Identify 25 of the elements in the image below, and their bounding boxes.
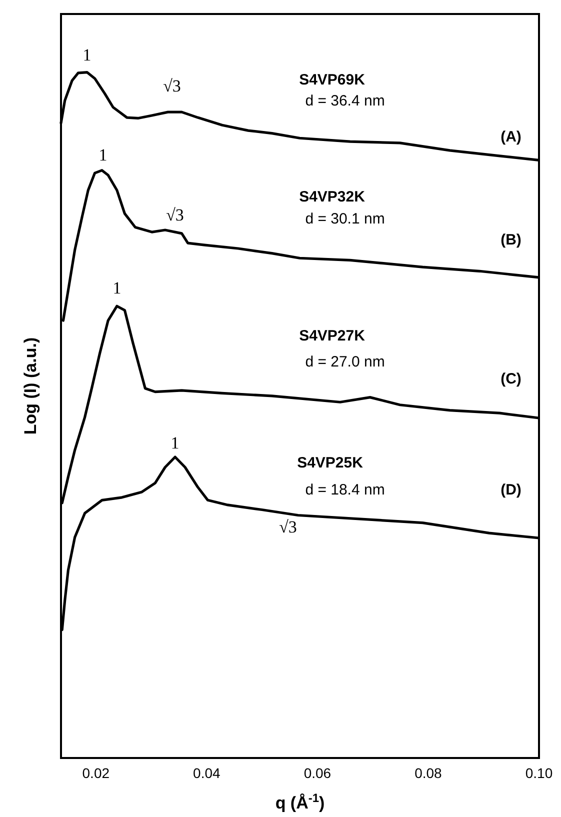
annotation: (D) [500, 482, 522, 498]
annotation: (A) [500, 128, 522, 146]
x-tick-label: 0.02 [82, 765, 110, 781]
annotation: (B) [500, 232, 522, 248]
annotation: (C) [500, 370, 522, 388]
annotation: 1 [112, 278, 122, 298]
x-tick-label: 0.06 [304, 765, 332, 781]
x-tick-label: 0.08 [414, 765, 442, 781]
annotation: S4VP32K [299, 188, 366, 206]
annotation: S4VP25K [297, 454, 364, 472]
annotation: d = 30.1 nm [305, 210, 385, 228]
text: 1 [82, 46, 92, 64]
x-tick-label: 0.04 [193, 765, 221, 781]
annotation: 1 [98, 146, 108, 164]
annotation: √3 [163, 76, 181, 96]
annotation: d = 36.4 nm [305, 92, 385, 110]
annotation: √3 [279, 518, 297, 536]
y-axis-title: Log (I) (a.u.) [21, 337, 40, 435]
annotation: d = 27.0 nm [305, 354, 385, 370]
annotation: S4VP69K [299, 72, 366, 88]
annotation: S4VP27K [299, 328, 366, 344]
annotation: √3 [166, 206, 184, 224]
annotation: 1 [170, 434, 180, 452]
annotation: d = 18.4 nm [305, 482, 385, 498]
x-tick-label: 0.10 [525, 765, 553, 781]
